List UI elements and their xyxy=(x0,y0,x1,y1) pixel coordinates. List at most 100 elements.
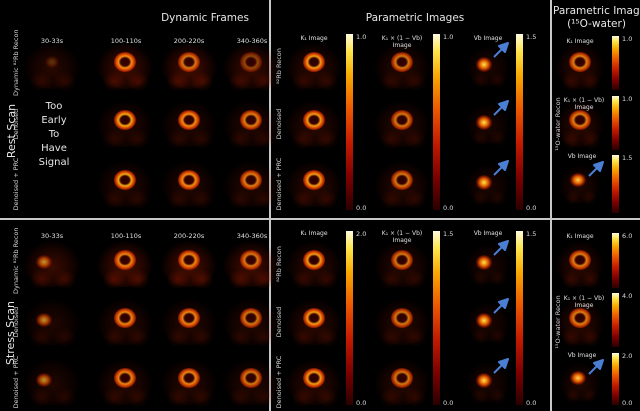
pet-heart xyxy=(475,254,493,270)
pet-lower-lobe xyxy=(253,190,275,209)
pet-lower-lobe xyxy=(103,270,125,289)
dynamic-frames-header: Dynamic Frames xyxy=(161,12,249,24)
colorbar-max-label: 1.0 xyxy=(356,33,367,41)
pet-lower-lobe xyxy=(316,270,338,289)
k1vb-image-title: K₁ × (1 − Vb) xyxy=(381,230,423,237)
pet-lower-lobe xyxy=(30,72,52,91)
pet-lower-lobe xyxy=(380,130,402,149)
pet-lower-lobe xyxy=(582,270,600,289)
pet-lower-lobe xyxy=(54,388,76,407)
pet-heart xyxy=(475,114,493,130)
pet-heart xyxy=(178,250,200,270)
blue-arrow-icon xyxy=(493,100,509,116)
pet-lower-lobe xyxy=(103,328,125,347)
pet-lower-lobe xyxy=(472,270,488,286)
pet-lower-lobe xyxy=(103,388,125,407)
pet-heart xyxy=(570,173,586,187)
pet-lower-lobe xyxy=(490,130,506,146)
pet-heart xyxy=(114,308,136,328)
row-label-dynamic-rb: Dynamic ⁸²Rb Recon xyxy=(12,227,20,294)
pet-lower-lobe xyxy=(30,328,52,347)
too-early-line: Early xyxy=(41,115,67,126)
pet-heart xyxy=(303,110,325,130)
row-label-denoised-prc: Denoised + PRC xyxy=(12,157,20,211)
vb-image-title: Vb Image xyxy=(473,230,503,237)
pet-lower-lobe xyxy=(229,328,251,347)
pet-lower-lobe xyxy=(127,190,149,209)
pet-heart xyxy=(114,250,136,270)
pet-lower-lobe xyxy=(562,328,580,347)
k1vb-image-title: Image xyxy=(392,42,412,49)
colorbar xyxy=(612,96,619,150)
pet-heart xyxy=(114,52,136,72)
pet-lower-lobe xyxy=(472,190,488,206)
colorbar-max-label: 1.5 xyxy=(622,154,633,162)
pet-lower-lobe xyxy=(103,190,125,209)
pet-lower-lobe xyxy=(103,130,125,149)
too-early-line: Too xyxy=(45,101,63,112)
colorbar xyxy=(612,36,619,90)
colorbar xyxy=(612,233,619,288)
blue-arrow-icon xyxy=(493,42,509,58)
pet-lower-lobe xyxy=(292,388,314,407)
k1-image-title: K₁ Image xyxy=(300,230,328,237)
blue-arrow-icon xyxy=(493,358,509,374)
pet-lower-lobe xyxy=(229,388,251,407)
pet-lower-lobe xyxy=(54,72,76,91)
pet-lower-lobe xyxy=(253,388,275,407)
pet-lower-lobe xyxy=(292,190,314,209)
pet-heart xyxy=(178,308,200,328)
pet-lower-lobe xyxy=(127,328,149,347)
pet-lower-lobe xyxy=(380,388,402,407)
pet-lower-lobe xyxy=(191,130,213,149)
blue-arrow-icon xyxy=(493,240,509,256)
pet-background xyxy=(24,299,80,345)
time-label-rest: 340-360s xyxy=(236,37,268,45)
pet-lower-lobe xyxy=(565,190,580,205)
colorbar xyxy=(516,34,523,210)
colorbar-min-label: 0.0 xyxy=(356,399,367,407)
k1vb-image-title: K₁ × (1 − Vb) xyxy=(563,295,605,302)
pet-lower-lobe xyxy=(191,190,213,209)
pet-lower-lobe xyxy=(191,270,213,289)
colorbar-max-label: 1.5 xyxy=(443,230,454,238)
pet-heart xyxy=(475,174,493,190)
pet-lower-lobe xyxy=(292,328,314,347)
pet-heart xyxy=(475,312,493,328)
pet-lower-lobe xyxy=(404,388,426,407)
pet-heart xyxy=(114,170,136,190)
pet-lower-lobe xyxy=(167,72,189,91)
colorbar xyxy=(516,231,523,405)
pet-lower-lobe xyxy=(582,130,600,149)
pet-heart xyxy=(240,308,262,328)
vb-image-title: Vb Image xyxy=(567,153,597,160)
pet-lower-lobe xyxy=(253,328,275,347)
k1vb-image-title: Image xyxy=(574,104,594,111)
pet-lower-lobe xyxy=(54,270,76,289)
colorbar-max-label: 4.0 xyxy=(622,292,633,300)
row-label-dynamic-rb: Dynamic ⁸²Rb Recon xyxy=(12,29,20,96)
pet-lower-lobe xyxy=(316,130,338,149)
pet-heart xyxy=(475,372,493,388)
pet-heart xyxy=(391,52,413,72)
colorbar xyxy=(346,34,353,210)
pet-lower-lobe xyxy=(253,270,275,289)
pet-heart xyxy=(569,308,591,328)
pet-lower-lobe xyxy=(582,328,600,347)
too-early-line: Signal xyxy=(38,157,70,168)
pet-lower-lobe xyxy=(167,130,189,149)
colorbar-max-label: 2.0 xyxy=(356,230,367,238)
pet-lower-lobe xyxy=(229,72,251,91)
pet-heart xyxy=(36,255,52,269)
colorbar xyxy=(433,34,440,210)
colorbar-min-label: 0.0 xyxy=(356,204,367,212)
pet-lower-lobe xyxy=(191,388,213,407)
blue-arrow-icon xyxy=(493,298,509,314)
pet-lower-lobe xyxy=(490,328,506,344)
blue-arrow-icon xyxy=(588,359,604,375)
row-label-denoised-prc: Denoised + PRC xyxy=(12,355,20,409)
pet-background xyxy=(24,43,80,89)
pet-lower-lobe xyxy=(229,130,251,149)
k1-image-title: K₁ Image xyxy=(566,38,594,45)
pet-lower-lobe xyxy=(127,72,149,91)
